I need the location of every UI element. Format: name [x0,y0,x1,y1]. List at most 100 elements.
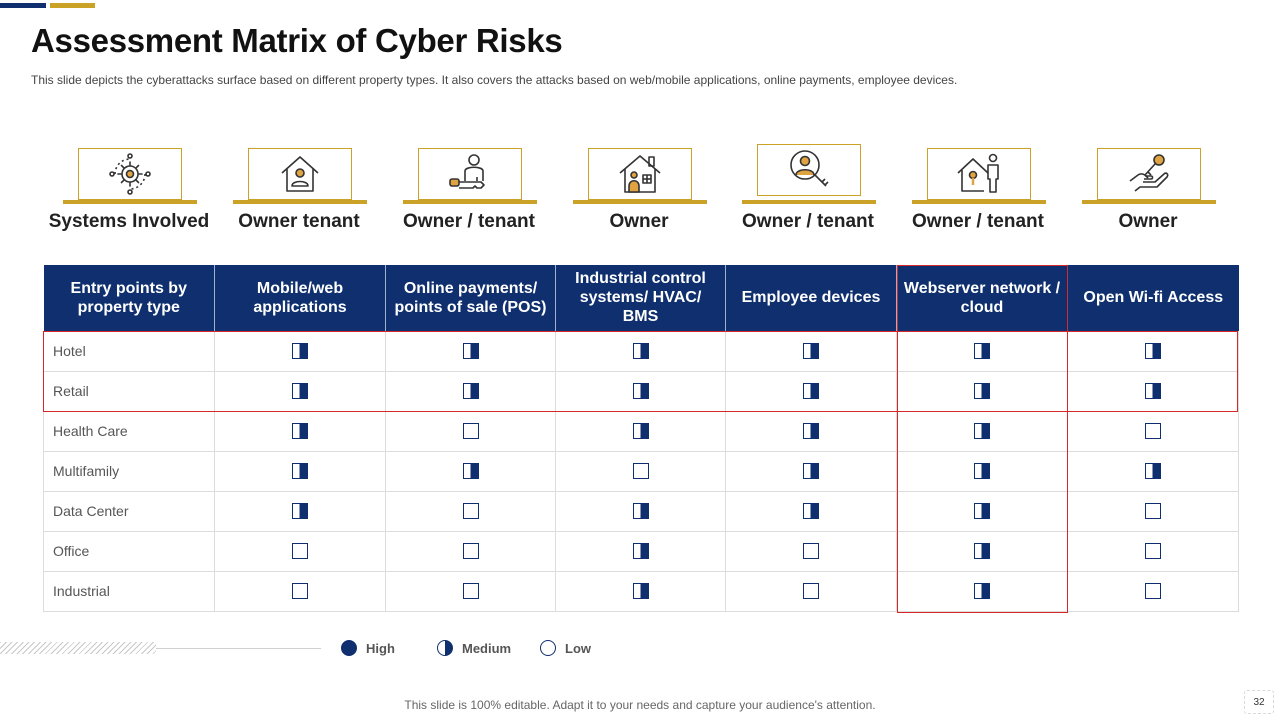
rating-cell [555,410,726,452]
rating-cell [896,330,1068,372]
low-rating-icon [1145,422,1161,439]
low-rating-icon [803,582,819,599]
medium-rating-icon [292,342,308,359]
low-rating-icon [462,422,479,439]
rating-cell [896,570,1068,612]
person-key-icon [418,148,522,200]
row-label: Retail [43,370,215,412]
icon-base-bar [912,200,1046,204]
legend-item-high: High [341,640,395,656]
table-body: Hotel Retail Health Care Multifamily Data Ce… [43,330,1239,612]
low-rating-icon [1145,502,1161,519]
row-label: Industrial [43,570,215,612]
icon-base-bar [573,200,707,204]
medium-rating-icon [803,342,819,359]
column-header: Open Wi-fi Access [1067,265,1239,331]
column-header: Entry points by property type [43,265,215,331]
rating-cell [214,330,386,372]
low-rating-icon [292,542,308,559]
rating-cell [555,570,726,612]
medium-rating-icon [1145,462,1161,479]
rating-cell [725,490,897,532]
rating-cell [896,490,1068,532]
legend-label: Low [565,640,591,656]
legend-label: Medium [462,640,512,656]
medium-rating-icon [803,382,819,399]
legend-label: High [366,640,395,656]
medium-rating-icon [632,542,649,559]
rating-cell [385,570,556,612]
table-row: Data Center [43,490,1239,532]
table-row: Health Care [43,410,1239,452]
accent-bar-gold [50,3,95,8]
user-magnifier-key-icon [757,144,861,196]
medium-indicator-icon [437,640,453,656]
medium-rating-icon [292,462,308,479]
table-row: Industrial [43,570,1239,612]
icon-label: Owner [609,211,669,232]
low-rating-icon [1145,542,1161,559]
rating-cell [214,370,386,412]
row-label: Office [43,530,215,572]
medium-rating-icon [974,542,990,559]
medium-rating-icon [803,502,819,519]
icon-label: Owner / tenant [403,211,535,232]
medium-rating-icon [462,382,479,399]
table-row: Multifamily [43,450,1239,492]
rating-cell [1067,530,1239,572]
medium-rating-icon [632,382,649,399]
rating-cell [385,370,556,412]
rating-cell [1067,450,1239,492]
rating-cell [385,450,556,492]
low-rating-icon [462,582,479,599]
medium-rating-icon [462,462,479,479]
slide-subtitle: This slide depicts the cyberattacks surf… [31,73,958,87]
icon-label: Owner / tenant [742,211,874,232]
rating-cell [214,530,386,572]
low-rating-icon [803,542,819,559]
row-label: Health Care [43,410,215,452]
medium-rating-icon [632,342,649,359]
rating-cell [725,450,897,492]
table-row: Office [43,530,1239,572]
house-family-icon [588,148,692,200]
medium-rating-icon [462,342,479,359]
decorative-hatch [0,642,156,654]
low-rating-icon [292,582,308,599]
hand-key-icon [1097,148,1201,200]
gear-network-icon [78,148,182,200]
row-label: Multifamily [43,450,215,492]
rating-cell [896,530,1068,572]
medium-rating-icon [974,502,990,519]
icon-base-bar [233,200,367,204]
table-header-row: Entry points by property type Mobile/web… [43,265,1239,331]
rating-cell [214,570,386,612]
house-person-icon [248,148,352,200]
medium-rating-icon [803,462,819,479]
rating-cell [555,450,726,492]
low-indicator-icon [540,640,556,656]
column-header: Online payments/ points of sale (POS) [385,265,556,331]
footer-note: This slide is 100% editable. Adapt it to… [404,698,876,712]
rating-cell [725,570,897,612]
medium-rating-icon [974,382,990,399]
house-lock-person-icon [927,148,1031,200]
medium-rating-icon [292,502,308,519]
rating-cell [1067,410,1239,452]
table-row: Retail [43,370,1239,412]
rating-cell [896,450,1068,492]
rating-cell [385,330,556,372]
rating-cell [214,410,386,452]
rating-cell [214,450,386,492]
medium-rating-icon [292,382,308,399]
medium-rating-icon [632,502,649,519]
decorative-line [156,648,321,649]
rating-cell [555,490,726,532]
medium-rating-icon [974,462,990,479]
icon-label: Owner [1118,211,1178,232]
rating-cell [555,370,726,412]
page-number: 32 [1244,690,1274,714]
rating-cell [385,410,556,452]
rating-cell [555,530,726,572]
slide-title: Assessment Matrix of Cyber Risks [31,22,563,59]
